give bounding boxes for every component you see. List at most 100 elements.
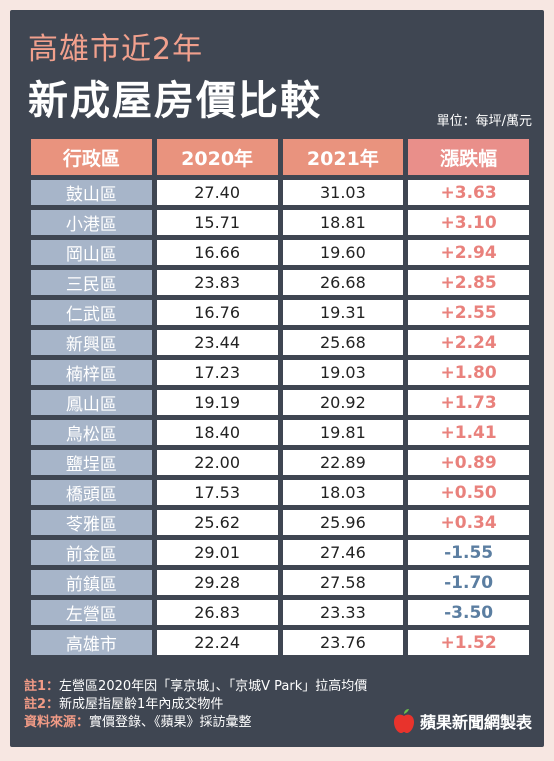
table-row: 鹽埕區 22.00 22.89 +0.89 (31, 450, 529, 475)
infographic-card: 高雄市近2年 新成屋房價比較 單位：每坪/萬元 行政區 2020年 2021年 … (10, 10, 544, 747)
value-2021-cell: 19.03 (282, 360, 404, 385)
change-cell: +1.73 (408, 390, 529, 415)
table-row: 楠梓區 17.23 19.03 +1.80 (31, 360, 529, 385)
note-2: 註2：新成屋指屋齡1年內成交物件 (24, 696, 367, 714)
change-cell: +2.85 (408, 270, 529, 295)
table-row: 仁武區 16.76 19.31 +2.55 (31, 300, 529, 325)
district-cell: 鼓山區 (31, 180, 152, 205)
column-header-2021: 2021年 (282, 139, 404, 175)
value-2020-cell: 19.19 (156, 390, 278, 415)
column-header-district: 行政區 (31, 139, 152, 175)
value-2020-cell: 22.00 (156, 450, 278, 475)
note-1: 註1：左營區2020年因「享京城」、「京城V Park」拉高均價 (24, 678, 367, 696)
change-cell: +2.94 (408, 240, 529, 265)
table-row: 鼓山區 27.40 31.03 +3.63 (31, 180, 529, 205)
value-2020-cell: 18.40 (156, 420, 278, 445)
change-cell: +2.55 (408, 300, 529, 325)
value-2021-cell: 25.96 (282, 510, 404, 535)
table-header-row: 行政區 2020年 2021年 漲跌幅 (31, 139, 529, 175)
change-cell: +2.24 (408, 330, 529, 355)
district-cell: 岡山區 (31, 240, 152, 265)
value-2020-cell: 17.53 (156, 480, 278, 505)
value-2021-cell: 20.92 (282, 390, 404, 415)
change-cell: +3.63 (408, 180, 529, 205)
title-line-2: 新成屋房價比較 (28, 78, 322, 124)
district-cell: 前鎮區 (31, 570, 152, 595)
table-row: 苓雅區 25.62 25.96 +0.34 (31, 510, 529, 535)
change-cell: +0.89 (408, 450, 529, 475)
district-cell: 小港區 (31, 210, 152, 235)
district-cell: 三民區 (31, 270, 152, 295)
value-2021-cell: 19.60 (282, 240, 404, 265)
table-row: 鳳山區 19.19 20.92 +1.73 (31, 390, 529, 415)
district-cell: 鹽埕區 (31, 450, 152, 475)
change-cell: +0.50 (408, 480, 529, 505)
table-row: 前金區 29.01 27.46 -1.55 (31, 540, 529, 565)
value-2020-cell: 16.66 (156, 240, 278, 265)
district-cell: 橋頭區 (31, 480, 152, 505)
table-row: 新興區 23.44 25.68 +2.24 (31, 330, 529, 355)
unit-label: 單位：每坪/萬元 (436, 114, 532, 129)
district-cell: 鳥松區 (31, 420, 152, 445)
table-row: 三民區 23.83 26.68 +2.85 (31, 270, 529, 295)
district-cell: 仁武區 (31, 300, 152, 325)
change-cell: +3.10 (408, 210, 529, 235)
district-cell: 新興區 (31, 330, 152, 355)
value-2021-cell: 25.68 (282, 330, 404, 355)
table-row: 岡山區 16.66 19.60 +2.94 (31, 240, 529, 265)
brand-credit: 蘋果新聞網製表 (392, 708, 532, 734)
value-2021-cell: 22.89 (282, 450, 404, 475)
district-cell: 鳳山區 (31, 390, 152, 415)
change-cell: -3.50 (408, 600, 529, 625)
district-cell: 高雄市 (31, 630, 152, 655)
table-row: 高雄市 22.24 23.76 +1.52 (31, 630, 529, 655)
value-2021-cell: 19.81 (282, 420, 404, 445)
value-2021-cell: 27.58 (282, 570, 404, 595)
table-row: 橋頭區 17.53 18.03 +0.50 (31, 480, 529, 505)
source-label: 資料來源： (24, 715, 90, 730)
table-row: 鳥松區 18.40 19.81 +1.41 (31, 420, 529, 445)
note-label: 註2： (24, 697, 60, 712)
note-text: 新成屋指屋齡1年內成交物件 (59, 697, 224, 712)
value-2021-cell: 26.68 (282, 270, 404, 295)
value-2020-cell: 22.24 (156, 630, 278, 655)
value-2021-cell: 31.03 (282, 180, 404, 205)
value-2021-cell: 23.33 (282, 600, 404, 625)
column-header-2020: 2020年 (156, 139, 278, 175)
price-table: 行政區 2020年 2021年 漲跌幅 鼓山區 27.40 31.03 +3.63 小港… (26, 134, 534, 660)
value-2021-cell: 23.76 (282, 630, 404, 655)
value-2020-cell: 29.01 (156, 540, 278, 565)
district-cell: 楠梓區 (31, 360, 152, 385)
district-cell: 苓雅區 (31, 510, 152, 535)
table-row: 小港區 15.71 18.81 +3.10 (31, 210, 529, 235)
district-cell: 左營區 (31, 600, 152, 625)
value-2020-cell: 29.28 (156, 570, 278, 595)
source-note: 資料來源：實價登錄、《蘋果》採訪彙整 (24, 714, 367, 732)
value-2021-cell: 18.03 (282, 480, 404, 505)
value-2021-cell: 19.31 (282, 300, 404, 325)
change-cell: +1.52 (408, 630, 529, 655)
table-row: 前鎮區 29.28 27.58 -1.70 (31, 570, 529, 595)
value-2020-cell: 27.40 (156, 180, 278, 205)
value-2020-cell: 16.76 (156, 300, 278, 325)
brand-name: 蘋果新聞網製表 (419, 713, 532, 732)
value-2020-cell: 23.83 (156, 270, 278, 295)
change-cell: +0.34 (408, 510, 529, 535)
title-line-1: 高雄市近2年 (28, 32, 204, 67)
district-cell: 前金區 (31, 540, 152, 565)
value-2020-cell: 25.62 (156, 510, 278, 535)
column-header-change: 漲跌幅 (408, 139, 529, 175)
table-row: 左營區 26.83 23.33 -3.50 (31, 600, 529, 625)
change-cell: -1.55 (408, 540, 529, 565)
value-2020-cell: 26.83 (156, 600, 278, 625)
notes: 註1：左營區2020年因「享京城」、「京城V Park」拉高均價 註2：新成屋指… (24, 678, 367, 732)
value-2021-cell: 27.46 (282, 540, 404, 565)
source-text: 實價登錄、《蘋果》採訪彙整 (89, 715, 252, 730)
note-text: 左營區2020年因「享京城」、「京城V Park」拉高均價 (59, 679, 368, 694)
note-label: 註1： (24, 679, 60, 694)
value-2020-cell: 15.71 (156, 210, 278, 235)
value-2020-cell: 17.23 (156, 360, 278, 385)
value-2021-cell: 18.81 (282, 210, 404, 235)
apple-logo-icon (393, 709, 414, 733)
value-2020-cell: 23.44 (156, 330, 278, 355)
